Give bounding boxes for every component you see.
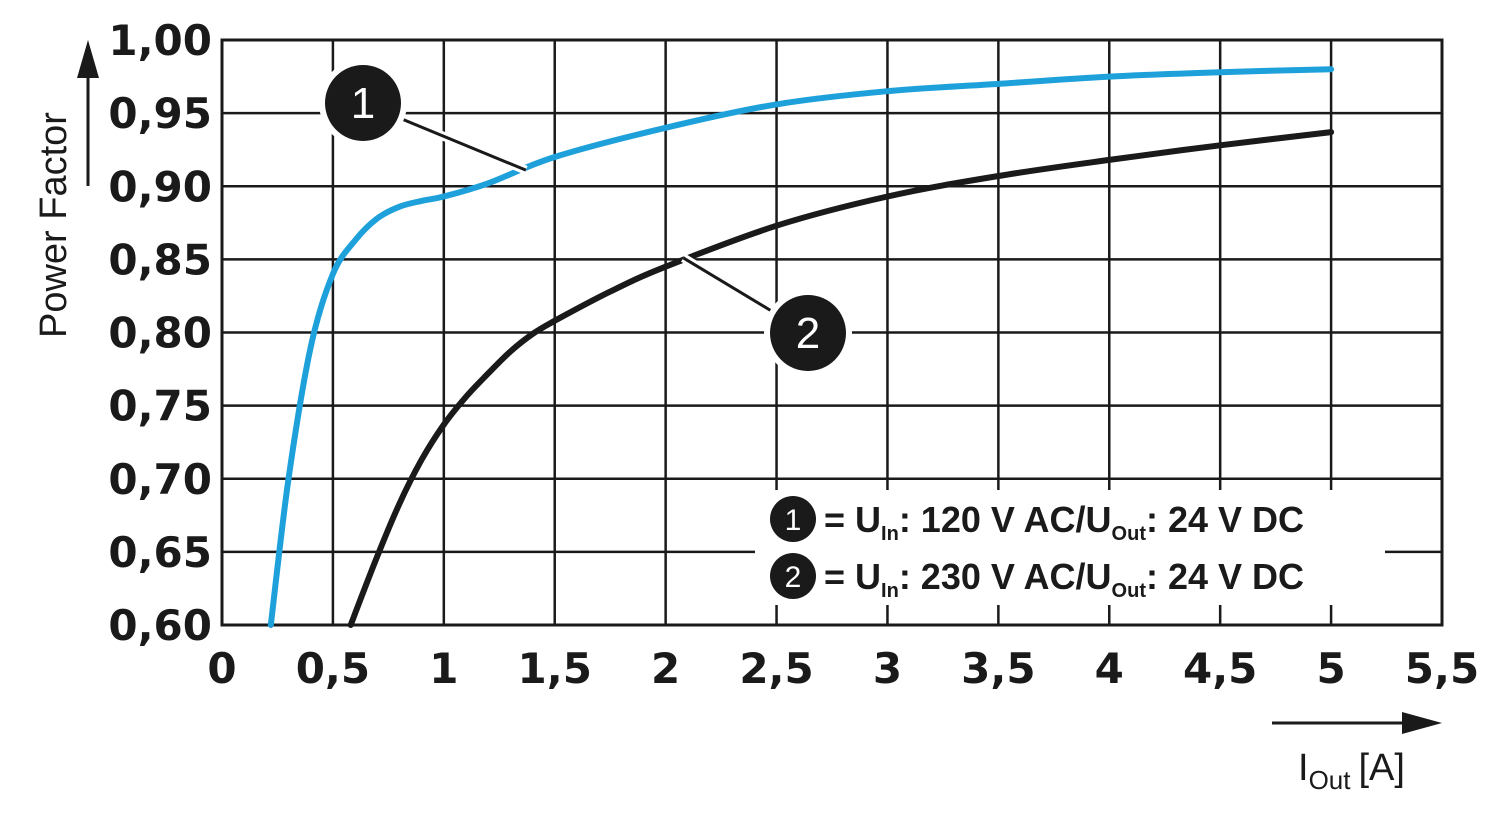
x-axis-arrow-icon <box>1402 712 1442 734</box>
y-tick-label: 0,65 <box>108 528 212 577</box>
legend-entry-equals: = <box>824 499 855 540</box>
legend-box <box>755 490 1385 605</box>
legend-entry-end: : 24 V DC <box>1146 556 1304 597</box>
x-tick-label: 2,5 <box>739 644 813 693</box>
x-axis-label: IOut [A] <box>1298 747 1405 795</box>
y-tick-label: 0,85 <box>108 235 212 284</box>
legend-entry-u: U <box>855 499 881 540</box>
callout-circle-2 <box>770 295 846 371</box>
y-tick-label: 0,90 <box>108 162 212 211</box>
legend-marker-1 <box>770 496 816 542</box>
legend-entry-mid-sub: Out <box>1112 523 1147 545</box>
legend-marker-label-2: 2 <box>785 561 802 594</box>
legend-entry-u-sub: In <box>881 523 899 545</box>
x-tick-label: 2 <box>651 644 680 693</box>
curves <box>267 66 1335 628</box>
legend-entry-u: U <box>855 556 881 597</box>
callout-circle-1 <box>325 65 401 141</box>
y-tick-label: 0,95 <box>108 89 212 138</box>
x-tick-label: 0,5 <box>296 644 370 693</box>
legend-entry-mid: : 230 V AC/U <box>899 556 1112 597</box>
x-tick-label: 1,5 <box>518 644 592 693</box>
legend-entry-1: = UIn: 120 V AC/UOut: 24 V DC <box>824 499 1304 545</box>
callouts: 12 <box>319 59 852 377</box>
y-axis-arrow-icon <box>77 40 99 78</box>
y-tick-labels: 1,00 0,95 0,90 0,85 0,80 0,75 0,70 0,65 0,60 <box>108 16 212 650</box>
y-tick-label: 0,60 <box>108 601 212 650</box>
y-axis-label: Power Factor <box>33 112 75 338</box>
x-tick-label: 3 <box>873 644 902 693</box>
legend-entry-equals: = <box>824 556 855 597</box>
x-tick-label: 4,5 <box>1183 644 1257 693</box>
x-axis-label-sub: Out <box>1309 765 1352 795</box>
legend-entry-u-sub: In <box>881 580 899 602</box>
callout-label-2: 2 <box>796 309 820 358</box>
y-axis-title-group: Power Factor <box>33 40 99 338</box>
x-tick-label: 3,5 <box>961 644 1035 693</box>
legend-marker-label-1: 1 <box>785 504 802 537</box>
x-axis-label-unit: [A] <box>1358 747 1404 789</box>
y-tick-label: 0,80 <box>108 309 212 358</box>
plot-frame <box>220 38 1444 627</box>
legend-marker-2 <box>770 553 816 599</box>
series-line-2 <box>347 129 1335 628</box>
legend-entry-mid: : 120 V AC/U <box>899 499 1112 540</box>
x-tick-label: 1 <box>429 644 458 693</box>
x-tick-label: 4 <box>1095 644 1124 693</box>
legend-entry-end: : 24 V DC <box>1146 499 1304 540</box>
x-tick-label: 5 <box>1316 644 1345 693</box>
callout-label-1: 1 <box>351 79 375 128</box>
series-line-1 <box>267 66 1335 628</box>
x-tick-label: 5,5 <box>1405 644 1479 693</box>
y-tick-label: 0,75 <box>108 382 212 431</box>
x-tick-label: 0 <box>207 644 236 693</box>
y-tick-label: 0,70 <box>108 455 212 504</box>
x-axis-label-main: I <box>1298 747 1309 789</box>
x-tick-labels: 0 0,5 1 1,5 2 2,5 3 3,5 4 4,5 5 5,5 <box>207 644 1479 693</box>
legend-entry-mid-sub: Out <box>1112 580 1147 602</box>
x-axis-title-group: IOut [A] <box>1272 712 1442 795</box>
legend: 1 = UIn: 120 V AC/UOut: 24 V DC2 = UIn: 23… <box>755 490 1385 605</box>
legend-entry-2: = UIn: 230 V AC/UOut: 24 V DC <box>824 556 1304 602</box>
y-tick-label: 1,00 <box>108 16 212 65</box>
